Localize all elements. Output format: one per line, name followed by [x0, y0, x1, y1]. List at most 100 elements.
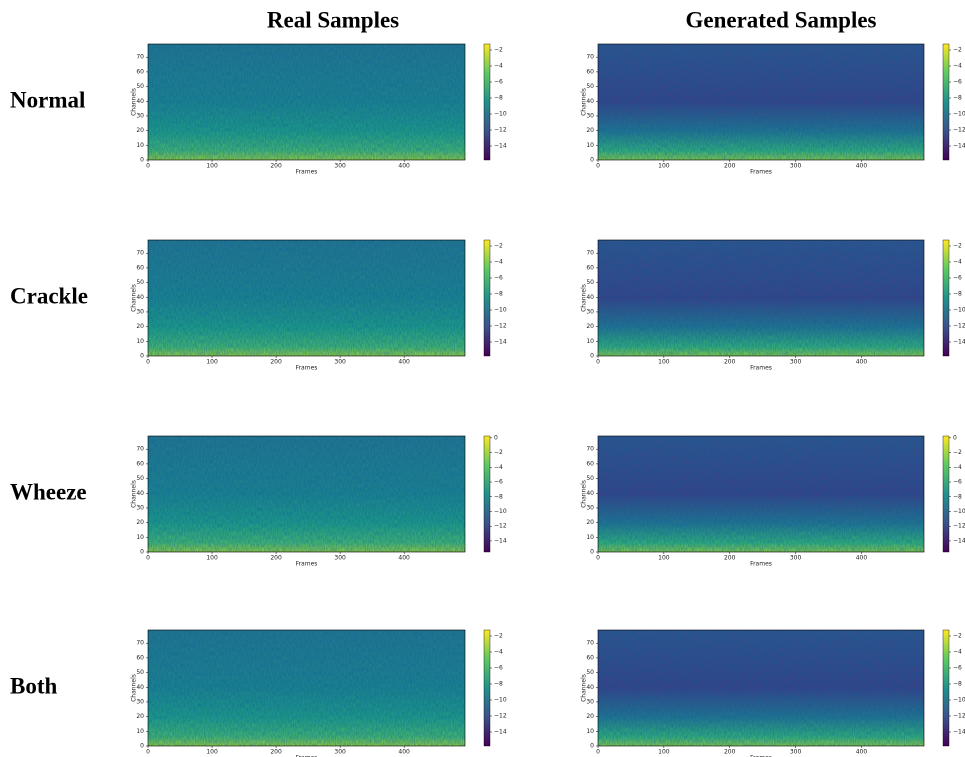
y-tick-label: 50: [136, 669, 144, 676]
colorbar-tick-label: −2: [953, 633, 962, 640]
y-tick-label: 10: [586, 728, 594, 735]
y-tick-label: 0: [140, 743, 144, 750]
y-tick-label: 20: [586, 519, 594, 526]
colorbar-tick-label: −6: [494, 79, 503, 86]
y-tick-label: 30: [586, 308, 594, 315]
y-tick-label: 60: [586, 264, 594, 271]
spectrogram-texture: [598, 436, 924, 552]
x-tick-label: 400: [398, 163, 410, 170]
x-tick-label: 100: [206, 749, 218, 756]
y-tick-label: 30: [136, 698, 144, 705]
colorbar-tick-label: −8: [953, 681, 962, 688]
y-tick-label: 0: [140, 157, 144, 164]
y-tick-label: 30: [586, 112, 594, 119]
colorbar-tick-label: −4: [494, 259, 503, 266]
y-tick-label: 60: [136, 460, 144, 467]
y-tick-label: 30: [136, 504, 144, 511]
x-tick-label: 0: [146, 749, 150, 756]
y-tick-label: 0: [140, 353, 144, 360]
y-tick-label: 0: [590, 743, 594, 750]
x-tick-label: 400: [856, 749, 868, 756]
plot-frame: [147, 629, 466, 747]
y-tick-label: 20: [136, 323, 144, 330]
colorbar-tick-label: −10: [953, 697, 965, 704]
colorbar-tick-label: −4: [953, 649, 962, 656]
y-tick-label: 70: [586, 446, 594, 453]
colorbar-tick-label: −2: [494, 633, 503, 640]
x-axis-label: Frames: [750, 365, 772, 372]
y-tick-label: 10: [136, 338, 144, 345]
x-tick-label: 200: [270, 749, 282, 756]
colorbar: [483, 435, 491, 553]
colorbar: [483, 629, 491, 747]
x-tick-label: 100: [658, 749, 670, 756]
colorbar-tick-label: −12: [494, 323, 507, 330]
spectrogram-texture: [598, 240, 924, 356]
colorbar-tick-label: −4: [494, 464, 503, 471]
colorbar-tick-label: −2: [953, 47, 962, 54]
x-tick-label: 200: [270, 359, 282, 366]
colorbar-tick-label: 0: [953, 434, 957, 441]
x-tick-label: 0: [596, 749, 600, 756]
y-tick-label: 70: [586, 640, 594, 647]
x-tick-label: 0: [596, 163, 600, 170]
column-title: Generated Samples: [685, 7, 876, 32]
colorbar-tick-label: −6: [953, 79, 962, 86]
x-tick-label: 400: [398, 359, 410, 366]
y-tick-label: 40: [136, 684, 144, 691]
x-axis-label: Frames: [750, 755, 772, 757]
x-tick-label: 0: [596, 555, 600, 562]
colorbar-tick-label: −4: [953, 63, 962, 70]
colorbar-tick-label: −8: [953, 95, 962, 102]
y-tick-label: 0: [590, 157, 594, 164]
x-tick-label: 300: [334, 749, 346, 756]
x-tick-label: 200: [724, 359, 736, 366]
colorbar-tick-label: −14: [494, 143, 507, 150]
colorbar-tick-label: −12: [953, 713, 965, 720]
colorbar-tick-label: −14: [494, 537, 507, 544]
colorbar-tick-label: −8: [953, 291, 962, 298]
colorbar-tick-label: −10: [953, 508, 965, 515]
y-tick-label: 50: [136, 475, 144, 482]
x-tick-label: 300: [790, 749, 802, 756]
colorbar-tick-label: −10: [494, 307, 507, 314]
colorbar-tick-label: −4: [494, 63, 503, 70]
x-axis-label: Frames: [296, 169, 318, 176]
colorbar-tick-label: −2: [953, 243, 962, 250]
colorbar: [942, 629, 950, 747]
y-tick-label: 50: [586, 669, 594, 676]
y-axis-label: Channels: [131, 88, 138, 116]
colorbar-tick-label: −14: [953, 143, 965, 150]
y-axis-label: Channels: [581, 284, 588, 312]
row-label: Wheeze: [10, 479, 87, 504]
x-tick-label: 400: [856, 555, 868, 562]
y-tick-label: 50: [586, 475, 594, 482]
y-tick-label: 10: [136, 534, 144, 541]
colorbar-tick-label: −4: [953, 464, 962, 471]
y-tick-label: 30: [136, 308, 144, 315]
y-axis-label: Channels: [581, 480, 588, 508]
colorbar-tick-label: −14: [953, 339, 965, 346]
x-tick-label: 300: [334, 163, 346, 170]
y-axis-label: Channels: [581, 674, 588, 702]
plot-frame: [147, 239, 466, 357]
colorbar-tick-label: −6: [953, 665, 962, 672]
y-tick-label: 70: [136, 250, 144, 257]
y-tick-label: 20: [136, 519, 144, 526]
x-tick-label: 100: [206, 555, 218, 562]
y-tick-label: 60: [136, 264, 144, 271]
y-tick-label: 20: [586, 127, 594, 134]
y-tick-label: 20: [136, 127, 144, 134]
x-tick-label: 400: [856, 163, 868, 170]
colorbar-tick-label: −14: [953, 729, 965, 736]
y-tick-label: 50: [136, 83, 144, 90]
x-tick-label: 0: [146, 163, 150, 170]
plot-frame: [597, 239, 925, 357]
column-title: Real Samples: [267, 7, 399, 32]
y-axis-label: Channels: [131, 480, 138, 508]
colorbar-tick-label: −10: [494, 111, 507, 118]
y-tick-label: 20: [586, 323, 594, 330]
x-tick-label: 300: [334, 359, 346, 366]
y-tick-label: 40: [586, 684, 594, 691]
